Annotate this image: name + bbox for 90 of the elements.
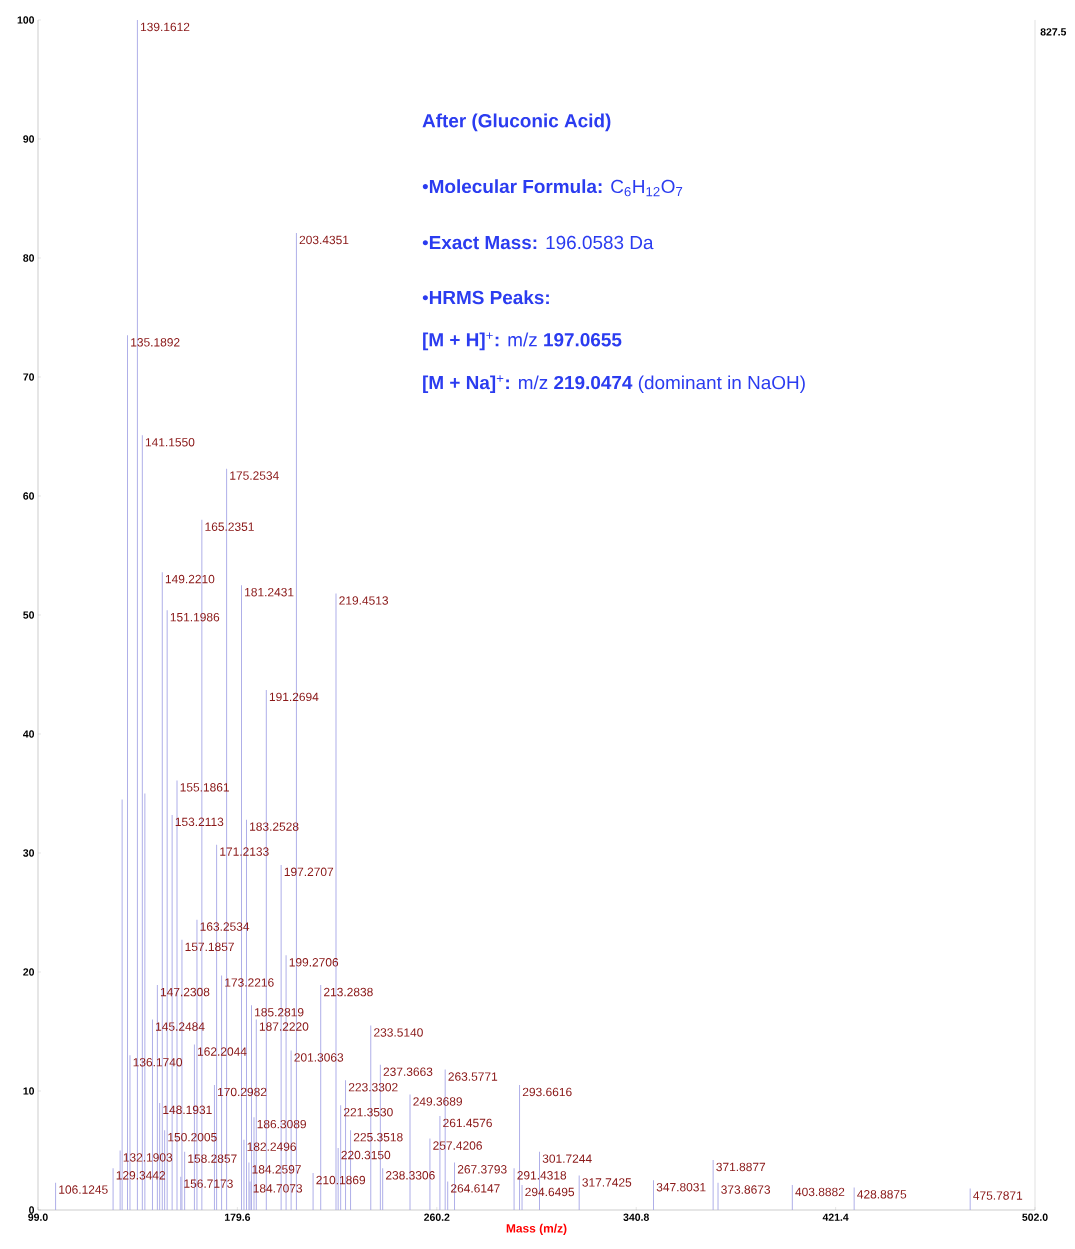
annotation: 170.2982	[218, 1087, 267, 1097]
annotation: 129.3442	[116, 1171, 166, 1180]
annotation: 221.3530	[343, 1107, 393, 1117]
annotation: 155.1861	[180, 783, 229, 792]
annotation: 185.2819	[255, 1008, 304, 1017]
annotation: 373.8673	[721, 1185, 771, 1194]
annotation: 149.2210	[165, 574, 215, 584]
annotation: 158.2857	[188, 1154, 237, 1163]
annotation: 162.2044	[197, 1047, 247, 1056]
annotation: After (Gluconic Acid)	[422, 113, 611, 132]
annotation: 186.3089	[257, 1119, 306, 1129]
annotation: 165.2351	[205, 522, 254, 531]
y-tick-label: 80	[23, 254, 35, 262]
annotation: 263.5771	[448, 1072, 498, 1081]
annotation: 201.3063	[294, 1053, 344, 1062]
annotation: 184.2597	[252, 1165, 301, 1174]
annotation: 475.7871	[973, 1191, 1023, 1200]
annotation: 157.1857	[185, 942, 234, 952]
annotation: 184.7073	[253, 1184, 303, 1193]
x-tick-label: 421.4	[822, 1213, 849, 1221]
annotation: 141.1550	[145, 438, 195, 447]
y-tick-label: 30	[23, 849, 35, 857]
annotation: 237.3663	[383, 1067, 433, 1076]
annotation: 249.3689	[413, 1097, 462, 1106]
x-tick-label: 260.2	[424, 1213, 450, 1221]
annotation: 219.4513	[339, 596, 389, 605]
annotation: 428.8875	[857, 1190, 907, 1199]
annotation: 264.6147	[451, 1184, 500, 1193]
annotation: 213.2838	[324, 987, 373, 997]
annotation: 261.4576	[443, 1118, 492, 1128]
annotation: 267.3793	[457, 1165, 507, 1174]
annotation: 145.2484	[156, 1022, 205, 1031]
annotation: 294.6495	[525, 1187, 575, 1197]
annotation: 203.4351	[299, 235, 349, 245]
x-tick-label: 502.0	[1022, 1213, 1048, 1221]
annotation: 147.2308	[160, 987, 210, 997]
annotation: 132.1903	[123, 1153, 173, 1162]
annotation: 317.7425	[582, 1178, 632, 1187]
annotation: 238.3306	[385, 1171, 435, 1180]
annotation: 136.1740	[133, 1058, 183, 1067]
annotation: 171.2133	[220, 847, 269, 856]
annotation: 403.8882	[795, 1187, 845, 1197]
x-tick-label: 179.6	[224, 1213, 251, 1221]
annotation: 139.1612	[140, 22, 190, 32]
annotation: 191.2694	[269, 692, 319, 702]
annotation: 156.7173	[184, 1179, 233, 1188]
annotation: 175.2534	[230, 471, 279, 480]
y-tick-label: 70	[23, 373, 35, 381]
y-tick-label: 90	[23, 135, 35, 143]
y-tick-label: 20	[23, 968, 35, 976]
text: 827.5	[1040, 28, 1067, 36]
annotation: 187.2220	[259, 1022, 309, 1031]
annotation: 182.2496	[247, 1142, 296, 1151]
annotation: 106.1245	[59, 1185, 108, 1194]
annotation: 233.5140	[374, 1028, 423, 1037]
annotation: 151.1986	[170, 612, 220, 622]
x-axis-title: Mass (m/z)	[506, 1223, 567, 1235]
annotation: 223.3302	[348, 1082, 398, 1092]
annotation: 173.2216	[225, 978, 274, 987]
annotation: 371.8877	[716, 1162, 766, 1172]
annotation: 148.1931	[163, 1105, 212, 1115]
annotation: 257.4206	[433, 1141, 482, 1150]
y-tick-label: 60	[23, 492, 35, 500]
annotation: 150.2005	[168, 1132, 217, 1142]
y-tick-label: 40	[23, 730, 35, 738]
annotation: 135.1892	[131, 338, 180, 347]
annotation: 301.7244	[542, 1154, 592, 1163]
annotation: 153.2113	[175, 817, 224, 827]
annotation: 181.2431	[245, 587, 294, 597]
annotation: 293.6616	[522, 1087, 572, 1097]
annotation: •Exact Mass: 196.0583 Da	[422, 235, 654, 250]
y-tick-label: 10	[23, 1087, 35, 1095]
y-tick-label: 100	[17, 16, 35, 24]
annotation: 199.2706	[289, 958, 339, 967]
x-tick-label: 340.8	[623, 1213, 649, 1221]
annotation: 347.8031	[656, 1182, 706, 1192]
annotation: 220.3150	[341, 1150, 391, 1160]
annotation: 210.1869	[316, 1175, 366, 1185]
annotation: 197.2707	[284, 867, 334, 877]
annotation: 163.2534	[200, 922, 250, 931]
y-tick-label: 50	[23, 611, 35, 619]
annotation: 183.2528	[250, 822, 299, 831]
annotation: 291.4318	[517, 1171, 567, 1180]
annotation: •Molecular Formula: C$_{6}$H$_{12}$O$_{7}$	[422, 179, 683, 197]
annotation: 225.3518	[353, 1132, 403, 1142]
annotation: [M + H]$^{+}$: m/z 197.0655	[423, 332, 622, 351]
annotation: [M + Na]$^{+}$: m/z 219.0474 (dominant in NaOH)	[423, 375, 805, 394]
x-tick-label: 99.0	[28, 1213, 48, 1221]
annotation: •HRMS Peaks:	[422, 290, 549, 305]
y-tick-label: 0	[29, 1206, 35, 1214]
